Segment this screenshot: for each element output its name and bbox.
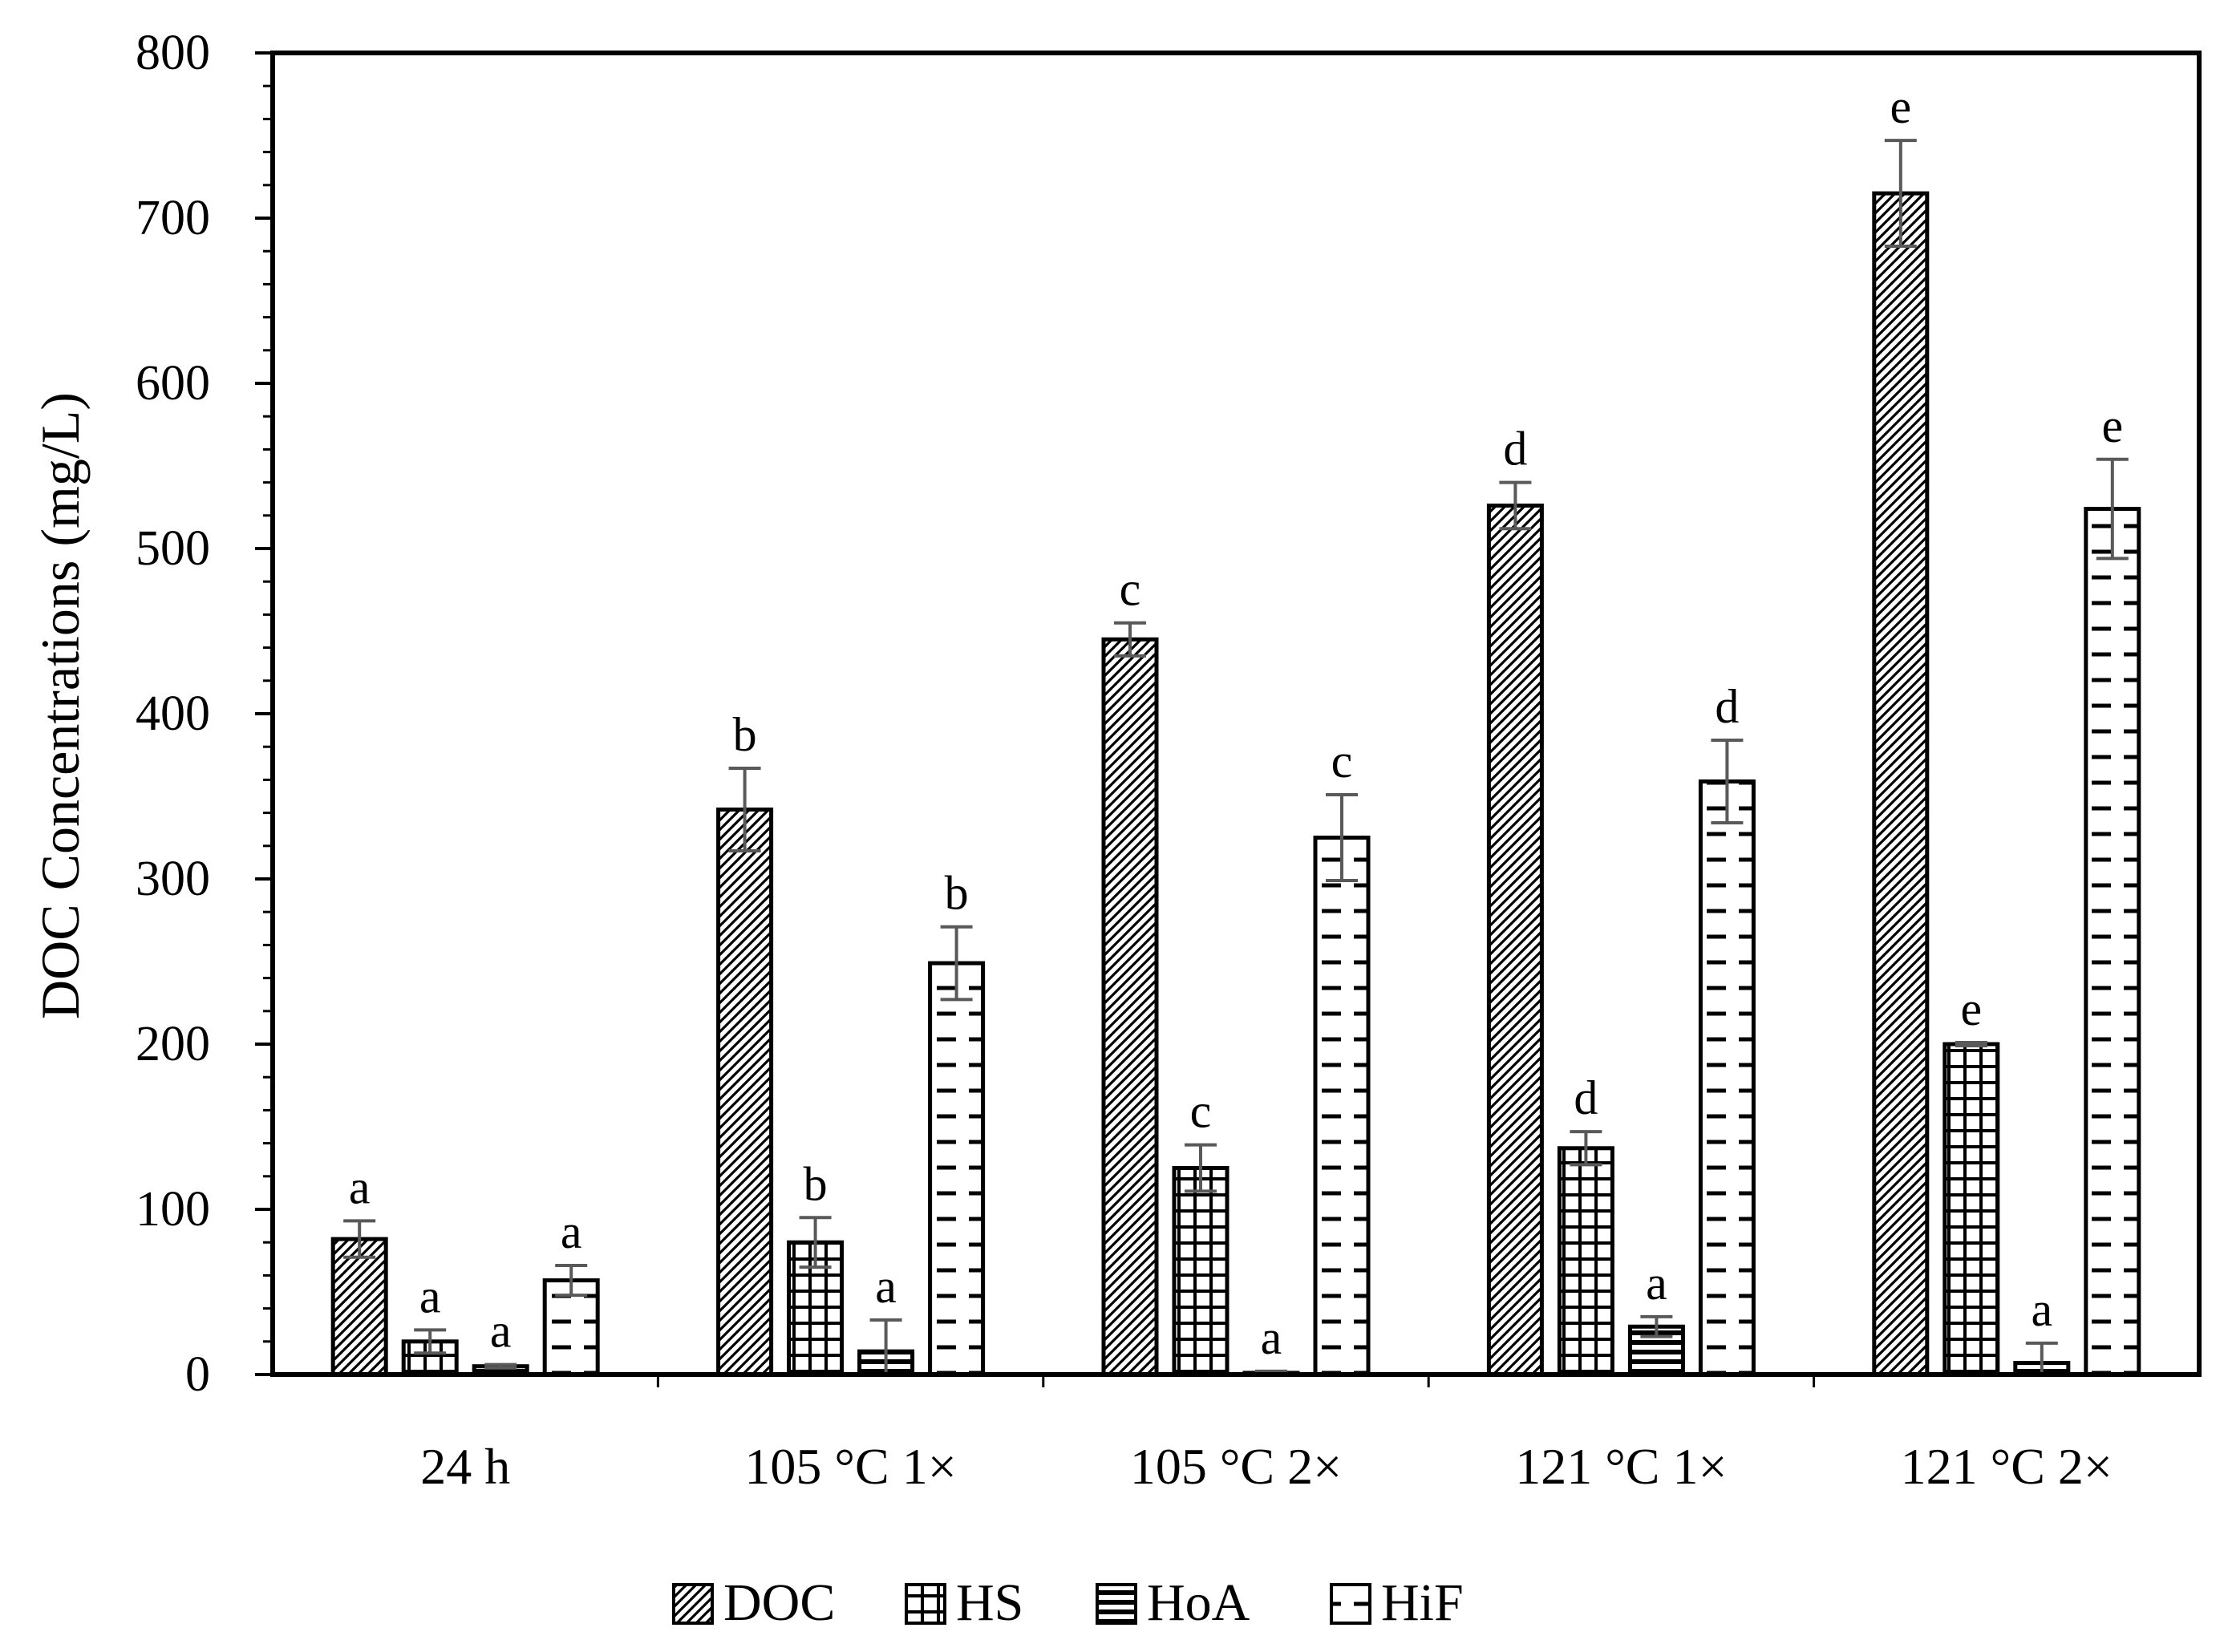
- bar-hoa: [1627, 1324, 1685, 1377]
- x-tick-label: 24 h: [420, 1438, 510, 1495]
- legend: DOC HS HoA HiF: [672, 1573, 1464, 1632]
- bar-doc: [716, 807, 774, 1377]
- plot-frame: [270, 51, 2202, 1377]
- significance-label: c: [1331, 735, 1353, 788]
- significance-label: e: [1960, 982, 1982, 1035]
- significance-label: a: [875, 1260, 897, 1313]
- bar-doc: [1872, 191, 1930, 1377]
- bar-hif: [2084, 507, 2141, 1377]
- x-tick-label: 105 °C 1×: [744, 1438, 956, 1495]
- legend-swatch-hoa: [1096, 1583, 1137, 1625]
- y-tick-label: 800: [136, 26, 210, 80]
- significance-label: a: [1261, 1311, 1282, 1364]
- significance-label: e: [2101, 399, 2123, 452]
- significance-label: b: [945, 867, 969, 920]
- legend-label-doc: DOC: [723, 1573, 835, 1632]
- significance-label: a: [419, 1269, 441, 1322]
- significance-label: d: [1574, 1071, 1598, 1124]
- bar-hif: [928, 961, 986, 1377]
- x-axis-ticks: 24 h 105 °C 1× 105 °C 2× 121 °C 1× 121 °C 2×: [420, 1375, 2113, 1495]
- significance-label: d: [1503, 423, 1527, 476]
- y-tick-label: 700: [136, 191, 210, 245]
- significance-label: d: [1715, 680, 1739, 733]
- significance-label: a: [1646, 1257, 1667, 1310]
- significance-label: e: [1890, 80, 1911, 133]
- significance-label: b: [804, 1157, 828, 1210]
- x-tick-label: 121 °C 1×: [1515, 1438, 1727, 1495]
- legend-swatch-hif: [1330, 1583, 1371, 1625]
- error-bars: [343, 139, 2129, 1376]
- y-tick-label: 0: [185, 1347, 210, 1402]
- significance-label: a: [561, 1205, 582, 1258]
- significance-label: c: [1190, 1085, 1212, 1138]
- legend-label-hif: HiF: [1381, 1573, 1464, 1632]
- significance-label: a: [490, 1305, 512, 1358]
- y-tick-label: 300: [136, 852, 210, 906]
- bar-hs: [1557, 1146, 1614, 1377]
- x-tick-label: 121 °C 2×: [1901, 1438, 2113, 1495]
- significance-label: b: [733, 708, 757, 761]
- legend-label-hs: HS: [956, 1573, 1023, 1632]
- y-axis-ticks: 0 100 200 300 400 500 600 700 800: [136, 26, 273, 1402]
- y-tick-label: 600: [136, 356, 210, 411]
- y-tick-label: 400: [136, 686, 210, 741]
- bar-hs: [1172, 1166, 1230, 1377]
- x-tick-label: 105 °C 2×: [1130, 1438, 1342, 1495]
- legend-swatch-doc: [672, 1583, 714, 1625]
- y-axis-label: DOC Concentrations (mg/L): [30, 392, 91, 1019]
- bar-hif: [1313, 836, 1371, 1377]
- bars: [330, 191, 2141, 1377]
- legend-swatch-hs: [905, 1583, 946, 1625]
- y-tick-label: 100: [136, 1182, 210, 1237]
- y-tick-label: 200: [136, 1017, 210, 1071]
- significance-label: a: [349, 1160, 371, 1213]
- bar-doc: [1486, 503, 1544, 1377]
- bar-doc: [330, 1237, 388, 1377]
- bar-hs: [1942, 1042, 2000, 1377]
- legend-label-hoa: HoA: [1147, 1573, 1250, 1632]
- significance-label: a: [2031, 1283, 2052, 1336]
- y-tick-label: 500: [136, 521, 210, 576]
- bar-hif: [1698, 779, 1756, 1377]
- bar-doc: [1101, 637, 1159, 1377]
- significance-label: c: [1120, 563, 1141, 616]
